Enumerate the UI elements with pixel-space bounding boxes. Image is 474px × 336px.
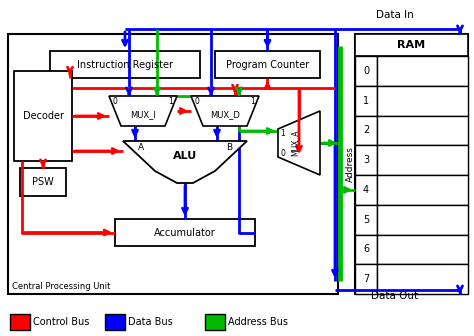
Text: B: B bbox=[226, 143, 232, 153]
Bar bbox=[205, 314, 225, 330]
Bar bbox=[8, 34, 338, 294]
Text: 4: 4 bbox=[363, 185, 369, 195]
Text: RAM: RAM bbox=[397, 40, 426, 50]
Polygon shape bbox=[191, 96, 259, 126]
Bar bbox=[377, 86, 468, 116]
Text: A: A bbox=[138, 143, 144, 153]
Polygon shape bbox=[109, 96, 177, 126]
Text: Program Counter: Program Counter bbox=[226, 59, 309, 70]
Text: Address: Address bbox=[346, 146, 355, 182]
Bar bbox=[215, 51, 320, 78]
Text: 1: 1 bbox=[281, 128, 285, 137]
Text: Data Bus: Data Bus bbox=[128, 317, 173, 327]
Text: MUX_I: MUX_I bbox=[130, 110, 156, 119]
Text: MUX_D: MUX_D bbox=[210, 110, 240, 119]
Polygon shape bbox=[278, 111, 320, 175]
Text: 0: 0 bbox=[112, 96, 118, 106]
Bar bbox=[355, 116, 377, 145]
Bar bbox=[355, 86, 377, 116]
Bar bbox=[20, 168, 66, 196]
Bar bbox=[377, 264, 468, 294]
Text: 7: 7 bbox=[363, 274, 369, 284]
Bar bbox=[355, 235, 377, 264]
Bar bbox=[355, 56, 377, 86]
Bar bbox=[377, 175, 468, 205]
Bar bbox=[355, 34, 468, 56]
Bar bbox=[105, 314, 125, 330]
Text: Decoder: Decoder bbox=[22, 111, 64, 121]
Bar bbox=[377, 145, 468, 175]
Text: Data In: Data In bbox=[376, 10, 414, 20]
Bar bbox=[377, 235, 468, 264]
Bar bbox=[377, 116, 468, 145]
Text: 1: 1 bbox=[169, 96, 173, 106]
Bar bbox=[355, 34, 468, 294]
Bar bbox=[115, 219, 255, 246]
Text: 2: 2 bbox=[363, 125, 369, 135]
Bar bbox=[355, 145, 377, 175]
Text: Central Processing Unit: Central Processing Unit bbox=[12, 282, 110, 291]
Text: Instruction Register: Instruction Register bbox=[77, 59, 173, 70]
Text: 1: 1 bbox=[251, 96, 255, 106]
Text: 0: 0 bbox=[363, 66, 369, 76]
Bar bbox=[355, 205, 377, 235]
Bar bbox=[50, 51, 200, 78]
Text: MUX_A: MUX_A bbox=[291, 130, 300, 156]
Text: 0: 0 bbox=[194, 96, 200, 106]
Text: 6: 6 bbox=[363, 244, 369, 254]
Bar bbox=[10, 314, 30, 330]
Bar bbox=[355, 264, 377, 294]
Text: ALU: ALU bbox=[173, 151, 197, 161]
Polygon shape bbox=[123, 141, 247, 183]
Text: Control Bus: Control Bus bbox=[33, 317, 90, 327]
Text: Accumulator: Accumulator bbox=[154, 227, 216, 238]
Text: 0: 0 bbox=[281, 149, 285, 158]
Bar bbox=[377, 56, 468, 86]
Text: 1: 1 bbox=[363, 96, 369, 106]
Text: PSW: PSW bbox=[32, 177, 54, 187]
Text: Data Out: Data Out bbox=[372, 291, 419, 301]
Text: Address Bus: Address Bus bbox=[228, 317, 288, 327]
Text: 3: 3 bbox=[363, 155, 369, 165]
Bar bbox=[14, 71, 72, 161]
Bar bbox=[377, 205, 468, 235]
Bar bbox=[355, 175, 377, 205]
Text: 5: 5 bbox=[363, 215, 369, 225]
